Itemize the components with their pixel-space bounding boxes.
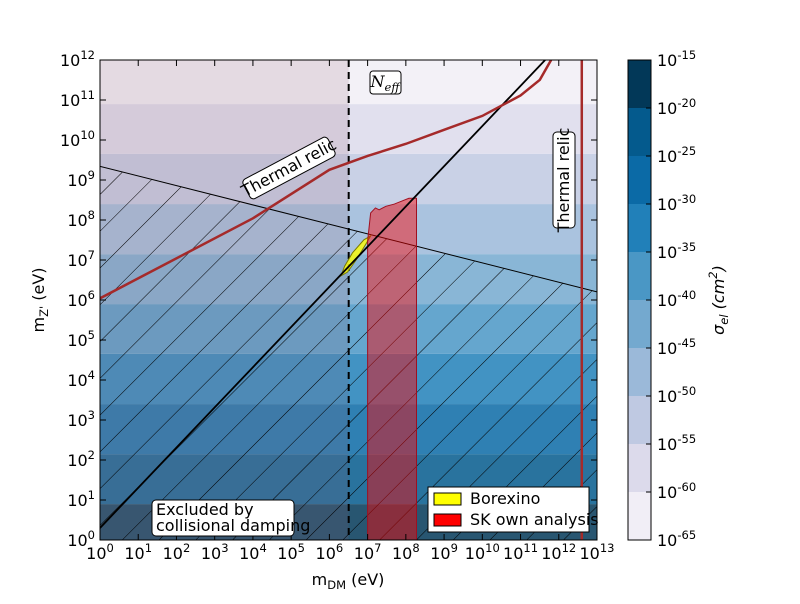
colorbar-band bbox=[628, 396, 651, 444]
x-tick-label: 104 bbox=[239, 541, 267, 563]
y-tick-label: 109 bbox=[67, 168, 95, 190]
damping-region bbox=[100, 166, 597, 540]
x-tick-label: 103 bbox=[201, 541, 229, 563]
annotation: Thermal relic bbox=[554, 128, 573, 234]
legend-label: SK own analysis bbox=[470, 510, 599, 529]
overlay: 100 101 102 103 104 105 106 107 108 109 1010 1011 10… bbox=[29, 48, 731, 592]
y-tick-label: 101 bbox=[67, 488, 95, 510]
colorbar-tick-label: 10-50 bbox=[657, 384, 696, 406]
y-tick-label: 104 bbox=[67, 368, 95, 390]
colorbar-tick-label: 10-45 bbox=[657, 336, 696, 358]
x-tick-label: 108 bbox=[392, 541, 420, 563]
x-tick-label: 1012 bbox=[541, 541, 576, 563]
damping-label: collisional damping bbox=[156, 516, 310, 535]
y-tick-label: 1011 bbox=[60, 88, 95, 110]
colorbar-tick-label: 10-25 bbox=[657, 144, 696, 166]
n-eff-label: Neff bbox=[370, 72, 402, 94]
colorbar-band bbox=[628, 300, 651, 348]
x-tick-label: 1011 bbox=[503, 541, 538, 563]
colorbar-band bbox=[628, 252, 651, 300]
x-tick-label: 107 bbox=[354, 541, 382, 563]
x-axis-label: mDM (eV) bbox=[312, 570, 385, 592]
legend-swatch bbox=[433, 513, 462, 527]
colorbar-band bbox=[628, 108, 651, 156]
colorbar-tick-label: 10-65 bbox=[657, 528, 696, 550]
colorbar-tick-label: 10-20 bbox=[657, 96, 696, 118]
colorbar-tick-label: 10-15 bbox=[657, 48, 696, 70]
x-tick-label: 101 bbox=[124, 541, 152, 563]
region bbox=[367, 197, 418, 540]
x-tick-label: 102 bbox=[163, 541, 191, 563]
x-tick-label: 105 bbox=[277, 541, 305, 563]
y-tick-label: 102 bbox=[67, 448, 95, 470]
y-tick-label: 103 bbox=[67, 408, 95, 430]
y-tick-label: 106 bbox=[67, 288, 95, 310]
legend-label: Borexino bbox=[470, 489, 540, 508]
y-tick-label: 1010 bbox=[60, 128, 95, 150]
plot-area bbox=[100, 60, 597, 540]
y-tick-label: 108 bbox=[67, 208, 95, 230]
colorbar-tick-label: 10-30 bbox=[657, 192, 696, 214]
x-tick-label: 109 bbox=[430, 541, 458, 563]
annotation-box bbox=[242, 136, 336, 200]
colorbar-tick-label: 10-60 bbox=[657, 480, 696, 502]
colorbar-band bbox=[628, 156, 651, 204]
annotation-box bbox=[552, 131, 576, 229]
annotation-box bbox=[151, 499, 295, 537]
thermal-relic-annotation: Thermal relic bbox=[552, 128, 576, 234]
x-tick-label: 106 bbox=[316, 541, 344, 563]
y-axis-label: mZ' (eV) bbox=[29, 267, 51, 332]
y-tick-label: 105 bbox=[67, 328, 95, 350]
annotation-box bbox=[369, 70, 402, 95]
x-tick-label: 1010 bbox=[465, 541, 500, 563]
y-tick-label: 1012 bbox=[60, 48, 95, 70]
legend-swatch bbox=[433, 492, 462, 506]
colorbar-label: σel (cm2) bbox=[706, 265, 731, 335]
x-tick-label: 100 bbox=[86, 541, 114, 563]
diagonal-line bbox=[100, 60, 546, 529]
colorbar-tick-label: 10-35 bbox=[657, 240, 696, 262]
x-tick-label: 1013 bbox=[579, 541, 614, 563]
thermal-relic-line bbox=[100, 60, 553, 300]
colorbar-band bbox=[628, 492, 651, 540]
colorbar-band bbox=[628, 60, 651, 108]
y-tick-label: 100 bbox=[67, 528, 95, 550]
colorbar-band bbox=[628, 444, 651, 492]
damping-label: Excluded by bbox=[156, 500, 254, 519]
damping-boundary bbox=[100, 165, 597, 293]
colorbar-band bbox=[628, 348, 651, 396]
y-tick-label: 107 bbox=[67, 248, 95, 270]
colorbar-band bbox=[628, 204, 651, 252]
colorbar-tick-label: 10-55 bbox=[657, 432, 696, 454]
colorbar-tick-label: 10-40 bbox=[657, 288, 696, 310]
